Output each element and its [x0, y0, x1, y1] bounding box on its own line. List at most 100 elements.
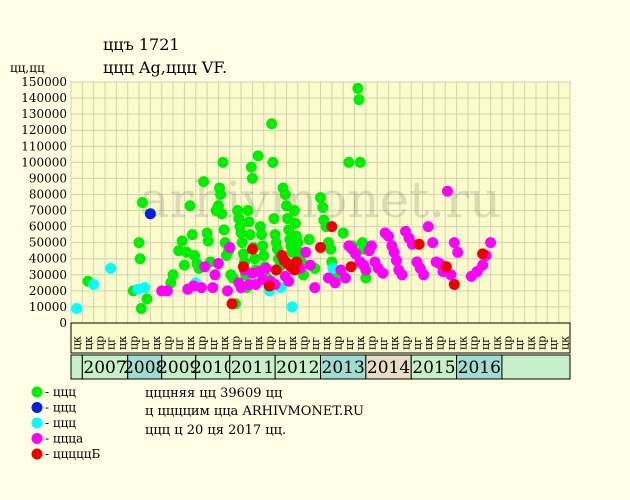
data-point — [268, 213, 280, 225]
data-point — [343, 156, 355, 168]
data-point — [246, 243, 258, 255]
quarter-label: цг — [343, 337, 356, 350]
data-point — [477, 259, 489, 271]
data-point — [237, 248, 249, 260]
y-tick-label: 50000 — [29, 236, 67, 250]
y-tick-label: 100000 — [21, 155, 67, 169]
data-point — [201, 227, 213, 239]
data-point — [209, 269, 221, 281]
data-point — [440, 261, 452, 273]
y-tick-label: 20000 — [29, 284, 67, 298]
data-point — [167, 269, 179, 281]
legend-label: - ццц — [45, 385, 76, 399]
data-point — [366, 240, 378, 252]
quarter-label: цг — [275, 337, 288, 350]
data-point — [176, 235, 188, 247]
quarter-label: цр — [127, 336, 140, 350]
data-point — [232, 205, 244, 217]
data-point — [445, 269, 457, 281]
year-label: 2010 — [191, 358, 234, 378]
year-band — [127, 354, 163, 380]
data-point — [288, 205, 300, 217]
quarter-label: цк — [558, 336, 571, 350]
quarter-label: цк — [150, 336, 163, 350]
quarter-label: цр — [468, 336, 481, 350]
data-point — [258, 250, 270, 262]
legend-marker — [31, 402, 43, 413]
data-point — [442, 185, 454, 197]
footer-line-1: цццняя цц 39609 цц — [145, 386, 282, 401]
year-label: 2008 — [123, 358, 166, 378]
data-point — [345, 261, 357, 273]
quarter-label: цк — [82, 336, 95, 350]
data-point — [377, 267, 389, 279]
data-point — [353, 94, 365, 106]
data-point — [244, 229, 256, 241]
quarter-label: цг — [377, 337, 390, 350]
data-point — [282, 213, 294, 225]
data-point — [300, 246, 312, 258]
y-tick-label: 90000 — [29, 171, 67, 185]
data-point — [252, 150, 264, 162]
legend: - ццц- ццц- ццц- ццца- цццццБ — [31, 385, 100, 461]
quarter-label: цк — [354, 336, 367, 350]
data-point — [226, 298, 238, 310]
y-tick-label: 40000 — [29, 252, 67, 266]
quarter-label: цг — [105, 337, 118, 350]
quarter-label: цк — [422, 336, 435, 350]
data-point — [186, 229, 198, 241]
data-point — [422, 221, 434, 233]
data-point — [105, 262, 117, 274]
data-point — [246, 172, 258, 184]
data-point — [360, 264, 372, 276]
data-point — [279, 188, 291, 200]
y-tick-label: 140000 — [21, 91, 67, 105]
footer-line-3: ццц ц 20 ця 2017 цц. — [145, 423, 286, 438]
quarter-label: цр — [93, 336, 106, 350]
data-point — [207, 282, 219, 294]
legend-marker — [31, 386, 43, 398]
footer-line-2: ц ццццим цца ARHIVMONET.RU — [145, 404, 364, 419]
quarter-label: цг — [241, 337, 254, 350]
data-point — [326, 221, 338, 233]
data-point — [485, 237, 497, 249]
data-point — [235, 227, 247, 239]
quarter-label: цг — [445, 337, 458, 350]
y-tick-label: 150000 — [21, 75, 67, 89]
data-point — [144, 208, 156, 220]
legend-label: - ццц — [45, 401, 76, 415]
year-label: 2014 — [367, 358, 410, 378]
data-point — [280, 200, 292, 212]
data-point — [337, 227, 349, 239]
data-point — [243, 216, 255, 228]
quarter-label: цр — [297, 336, 310, 350]
data-point — [161, 285, 173, 297]
data-point — [133, 237, 145, 249]
data-point — [257, 240, 269, 252]
y-tick-label: 120000 — [21, 123, 67, 137]
data-point — [260, 262, 272, 274]
legend-label: - ццца — [45, 432, 83, 446]
data-point — [71, 303, 83, 315]
quarter-label: цг — [547, 337, 560, 350]
data-point — [418, 269, 430, 281]
year-label: 2013 — [322, 358, 365, 378]
chart-subtitle: ццц Ag,ццц VF. — [103, 58, 227, 77]
quarter-label: цк — [218, 336, 231, 350]
quarter-label: цг — [139, 337, 152, 350]
data-point — [237, 261, 249, 273]
data-point — [195, 282, 207, 294]
y-tick-label: 110000 — [21, 139, 67, 153]
data-point — [292, 237, 304, 249]
y-tick-label: 70000 — [29, 204, 67, 218]
data-point — [224, 241, 236, 253]
data-point — [448, 278, 460, 290]
y-tick-label: 80000 — [29, 187, 67, 201]
quarter-label: цр — [502, 336, 515, 350]
year-label: 2016 — [458, 358, 501, 378]
year-band — [320, 354, 367, 380]
quarter-label: цг — [513, 337, 526, 350]
quarter-label: цг — [173, 337, 186, 350]
data-point — [178, 259, 190, 271]
